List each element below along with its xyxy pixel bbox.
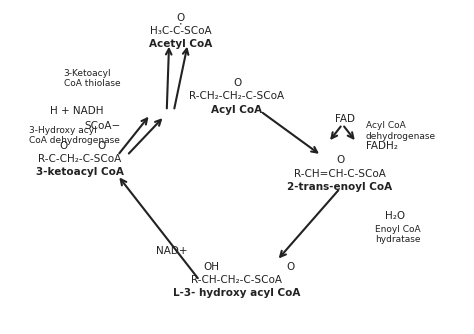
Text: FAD: FAD xyxy=(336,114,356,124)
Text: Enoyl CoA
hydratase: Enoyl CoA hydratase xyxy=(375,225,421,244)
Text: FADH₂: FADH₂ xyxy=(366,141,398,151)
Text: Acyl CoA
dehydrogenase: Acyl CoA dehydrogenase xyxy=(366,121,436,141)
Text: R-C-CH₂-C-SCoA: R-C-CH₂-C-SCoA xyxy=(38,154,122,164)
Text: 3-ketoacyl CoA: 3-ketoacyl CoA xyxy=(36,167,124,177)
Text: H₃C-C-SCoA: H₃C-C-SCoA xyxy=(150,26,211,36)
Text: O: O xyxy=(233,78,241,88)
Text: O: O xyxy=(177,13,185,23)
Text: SCoA−: SCoA− xyxy=(85,121,121,131)
Text: H₂O: H₂O xyxy=(384,211,405,221)
Text: NAD+: NAD+ xyxy=(155,246,187,256)
Text: 3-Ketoacyl
CoA thiolase: 3-Ketoacyl CoA thiolase xyxy=(64,68,120,88)
Text: R-CH₂-CH₂-C-SCoA: R-CH₂-CH₂-C-SCoA xyxy=(190,92,284,102)
Text: L-3- hydroxy acyl CoA: L-3- hydroxy acyl CoA xyxy=(173,289,301,299)
Text: O: O xyxy=(60,141,68,151)
Text: 3-Hydroxy acyl
CoA dehydrogenase: 3-Hydroxy acyl CoA dehydrogenase xyxy=(28,126,119,146)
Text: O: O xyxy=(287,262,295,272)
Text: 2-trans-enoyl CoA: 2-trans-enoyl CoA xyxy=(288,182,392,192)
Text: Acyl CoA: Acyl CoA xyxy=(211,105,263,115)
Text: H + NADH: H + NADH xyxy=(50,106,103,116)
Text: O: O xyxy=(97,141,105,151)
Text: OH: OH xyxy=(203,262,219,272)
Text: R-CH-CH₂-C-SCoA: R-CH-CH₂-C-SCoA xyxy=(191,275,283,285)
Text: Acetyl CoA: Acetyl CoA xyxy=(149,39,212,49)
Text: R-CH=CH-C-SCoA: R-CH=CH-C-SCoA xyxy=(294,169,386,179)
Text: O: O xyxy=(336,155,344,165)
